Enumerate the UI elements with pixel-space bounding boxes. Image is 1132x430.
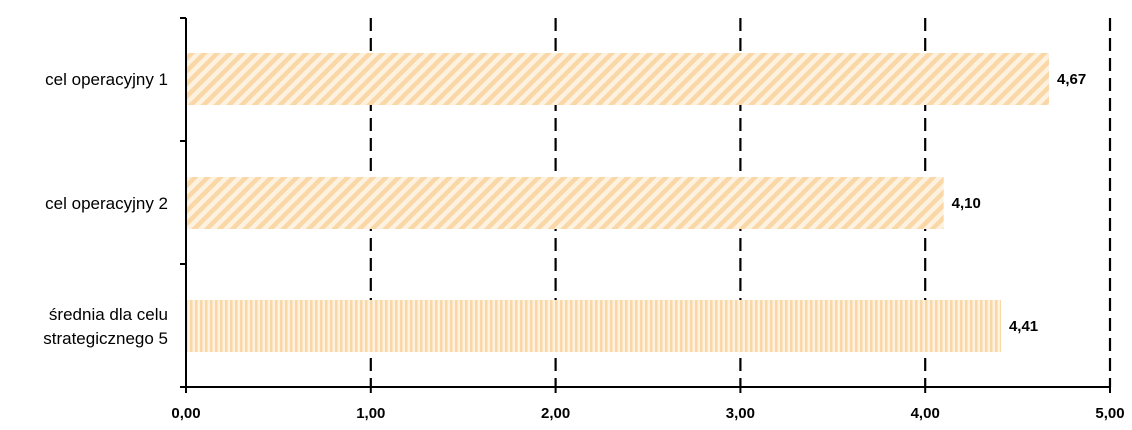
category-label-3-line-2: strategicznego 5 [43,329,168,348]
category-label-2: cel operacyjny 2 [45,194,168,213]
bars [187,53,1050,352]
category-label-1-line-1: cel operacyjny 1 [45,70,168,89]
bar-2 [187,177,944,229]
category-label-3-line-1: średnia dla celu [49,305,168,324]
category-label-2-line-1: cel operacyjny 2 [45,194,168,213]
category-label-1: cel operacyjny 1 [45,70,168,89]
x-tick-label-1: 1,00 [356,405,385,422]
x-tick-label-2: 2,00 [541,405,570,422]
x-tick-label-3: 3,00 [726,405,755,422]
value-label-2: 4,10 [952,195,981,212]
x-tick-label-0: 0,00 [171,405,200,422]
labels: 4,67 4,10 4,41 0,00 1,00 2,00 3,00 4,00 5,00 cel … [43,70,1124,422]
x-tick-label-5: 5,00 [1095,405,1124,422]
bar-1 [187,53,1050,105]
category-label-3: średnia dla celu strategicznego 5 [43,305,168,348]
value-label-3: 4,41 [1009,318,1038,335]
bar-3 [187,300,1001,352]
value-label-1: 4,67 [1057,71,1086,88]
x-tick-label-4: 4,00 [911,405,940,422]
axes [180,17,1111,393]
